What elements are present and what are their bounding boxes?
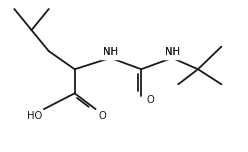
Text: NH: NH <box>165 47 180 57</box>
Bar <box>99 47 122 59</box>
Text: NH: NH <box>103 47 118 57</box>
Text: NH: NH <box>103 47 118 57</box>
Bar <box>161 47 183 59</box>
Text: HO: HO <box>27 111 43 121</box>
Text: O: O <box>98 111 106 121</box>
Text: NH: NH <box>165 47 180 57</box>
Text: O: O <box>146 95 154 105</box>
